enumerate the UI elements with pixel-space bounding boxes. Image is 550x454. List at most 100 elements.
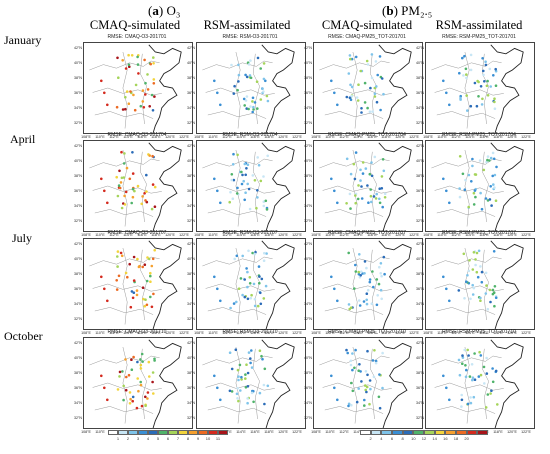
lat-tick-label: 40°N [73,159,82,163]
lon-tick-label: 108°E [81,233,91,237]
col-title-1: CMAQ-simulated [89,18,181,32]
station-dot [489,156,493,160]
lon-tick-label: 112°E [339,135,349,139]
station-dot [470,363,474,366]
lat-tick-label: 38°N [415,272,424,276]
station-dot [256,189,259,192]
station-dot [483,382,486,385]
station-dot [371,110,374,113]
station-dot [476,275,480,279]
station-dot [261,87,264,90]
station-dot [442,374,445,378]
station-dot [130,368,134,371]
station-dot [137,389,140,393]
province-border [252,53,260,125]
station-dot [244,191,247,194]
lat-tick-label: 42°N [186,341,195,345]
station-dot [466,348,469,352]
lon-tick-label: 120°E [165,331,175,335]
lon-tick-label: 116°E [367,331,377,335]
station-dot [357,83,360,86]
station-dot [379,262,383,265]
station-dot [120,176,124,180]
lat-tick-label: 32°N [186,219,195,223]
station-dot [349,359,353,363]
station-dot [246,385,250,388]
lon-tick-label: 110°E [325,233,335,237]
station-dot [248,276,252,279]
lon-tick-label: 118°E [264,233,274,237]
station-dot [479,85,483,88]
station-dot [347,303,351,306]
station-dot [250,391,254,395]
lat-tick-label: 32°N [303,121,312,125]
colorbar-swatch [128,430,138,435]
province-border [436,209,496,217]
map-title: RMSE: CMAQ-PM25_TOT-201710 [328,329,406,335]
col-title-2: RSM-assimilated [203,18,291,32]
lon-tick-label: 114°E [123,135,133,139]
lon-tick-label: 122°E [521,135,531,139]
station-dot [366,349,369,353]
station-dot [381,158,385,161]
station-dot [494,296,498,299]
lat-tick-label: 38°N [415,371,424,375]
station-dot [482,168,486,172]
station-dot [239,389,242,392]
colorbar-label: 6 [166,436,170,441]
station-dot [383,272,386,276]
lat-tick-label: 40°N [415,159,424,163]
province-border [205,283,275,292]
colorbar-swatch [360,430,371,435]
station-dot [245,267,248,270]
lon-tick-label: 108°E [311,331,321,335]
station-dot [375,192,378,196]
colorbar-label: 10 [205,436,211,441]
station-dot [244,373,247,376]
panel-b-letter: b [386,3,394,18]
colorbar-swatch [118,430,128,435]
station-dot [478,350,481,354]
lon-tick-label: 120°E [507,331,517,335]
map-title: RMSE: CMAQ-PM25_TOT-201707 [328,230,406,236]
station-dot [354,194,357,197]
station-dot [368,278,372,281]
station-dot [488,159,491,162]
colorbar-label: 4 [146,436,150,441]
station-dot [485,160,488,164]
colorbar-label: 6 [390,436,394,441]
lat-tick-label: 34°N [73,302,82,306]
station-dot [482,73,485,77]
station-dot [336,201,339,205]
station-dot [264,79,267,83]
station-dot [366,106,369,110]
station-dot [463,297,466,300]
station-dot [234,348,238,351]
station-dot [248,74,252,77]
station-dot [143,263,147,266]
lon-tick-label: 108°E [194,135,204,139]
station-dot [213,177,216,181]
station-dot [249,296,253,300]
lon-tick-label: 108°E [311,135,321,139]
province-border [431,355,502,366]
station-dot [120,206,124,210]
lon-tick-label: 116°E [250,430,260,434]
coastline [378,339,412,428]
station-dot [358,363,361,366]
lat-tick-label: 32°N [415,219,424,223]
lat-tick-label: 34°N [186,302,195,306]
lon-tick-label: 112°E [109,233,119,237]
lon-tick-label: 110°E [95,331,105,335]
lat-tick-label: 34°N [415,401,424,405]
station-dot [118,370,122,374]
station-dot [457,358,461,362]
station-dot [493,107,497,110]
province-border [322,185,392,194]
province-border [481,249,489,321]
lon-tick-label: 122°E [179,233,189,237]
station-dot [132,279,136,282]
station-dot [467,173,471,177]
station-dot [353,366,356,370]
station-dot [103,189,106,193]
